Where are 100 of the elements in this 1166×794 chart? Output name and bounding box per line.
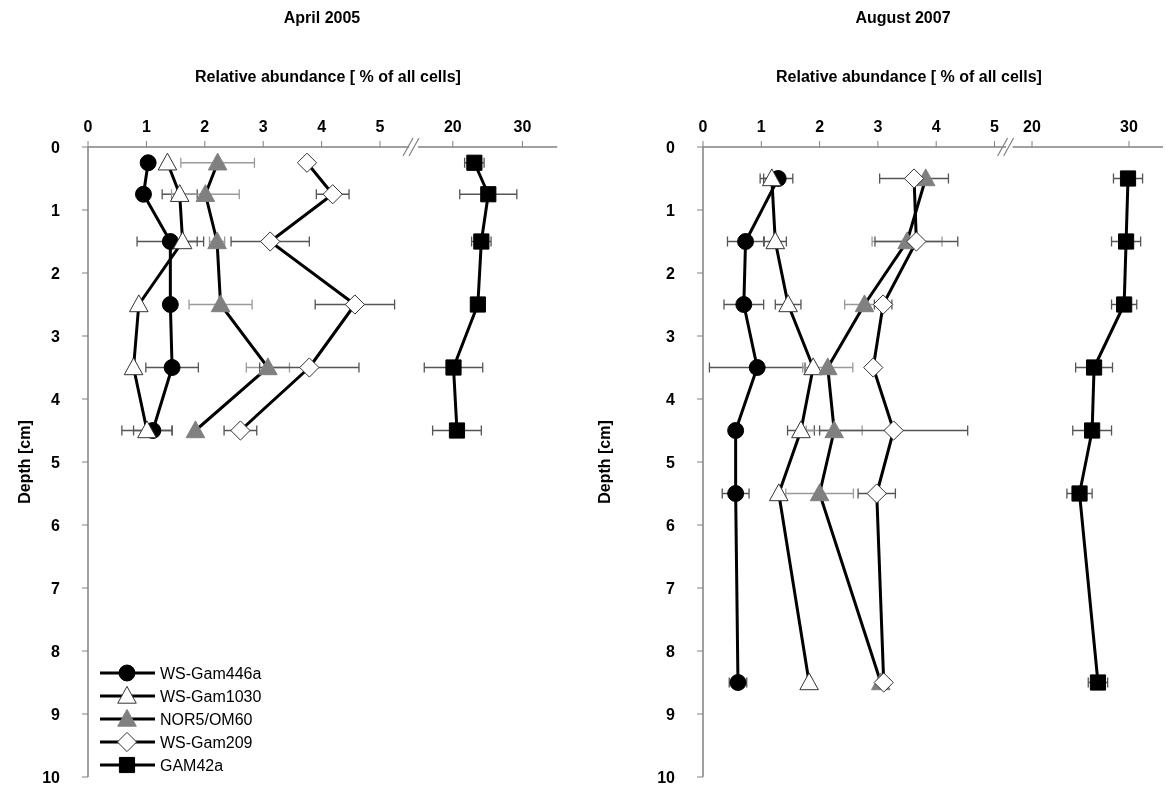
x-tick-label: 30 — [513, 118, 532, 135]
point — [135, 185, 152, 203]
legend-label: WS-Gam209 — [160, 733, 253, 751]
point — [803, 357, 823, 376]
point — [748, 359, 766, 376]
y-tick-label: 10 — [657, 768, 676, 786]
x-tick-label: 4 — [317, 118, 327, 135]
y-tick-label: 0 — [51, 138, 61, 156]
y-tick-label: 6 — [666, 516, 676, 534]
point — [163, 359, 181, 376]
x-tick-label: 0 — [83, 118, 93, 135]
point — [866, 483, 887, 504]
y-tick-label: 2 — [666, 264, 676, 282]
point — [903, 168, 925, 189]
x-tick-label: 0 — [698, 118, 708, 135]
point — [161, 296, 179, 313]
y-tick-label: 3 — [51, 327, 61, 345]
x-tick-label: 30 — [1120, 118, 1138, 135]
y-tick-label: 4 — [51, 390, 61, 408]
point — [906, 231, 927, 252]
point — [737, 233, 755, 250]
point — [735, 296, 753, 313]
point — [817, 357, 838, 376]
point — [1084, 422, 1101, 439]
x-tick-label: 2 — [200, 118, 210, 135]
point — [778, 294, 798, 313]
legend-label: WS-Gam446a — [160, 664, 262, 682]
y-tick-label: 6 — [51, 516, 61, 534]
point — [1118, 233, 1135, 250]
point — [863, 357, 884, 378]
x-tick-label: 1 — [756, 118, 766, 135]
chart-title: April 2005 — [283, 9, 361, 26]
point — [791, 420, 811, 439]
point — [448, 422, 466, 439]
point — [883, 420, 904, 441]
x-tick-label: 3 — [873, 118, 883, 135]
point — [765, 231, 786, 250]
y-tick-label: 10 — [42, 768, 61, 786]
chart-title: August 2007 — [855, 9, 951, 26]
point — [1119, 170, 1137, 187]
x-tick-label: 3 — [258, 118, 268, 135]
legend-label: GAM42a — [160, 756, 224, 774]
x-tick-label: 5 — [375, 118, 385, 135]
point — [230, 420, 251, 441]
point — [854, 294, 875, 313]
point — [137, 420, 157, 439]
point — [445, 359, 462, 376]
point — [129, 294, 149, 313]
point — [258, 357, 278, 376]
y-tick-label: 0 — [666, 138, 676, 156]
point — [322, 184, 343, 205]
x-tick-label: 20 — [1023, 118, 1041, 135]
point — [139, 154, 157, 172]
point — [1116, 296, 1133, 313]
point — [169, 184, 190, 202]
legend-label: NOR5/OM60 — [160, 710, 253, 728]
y-tick-label: 7 — [51, 579, 61, 597]
x-tick-label: 4 — [931, 118, 941, 135]
y-tick-label: 3 — [666, 327, 676, 345]
point — [185, 420, 206, 439]
y-tick-label: 4 — [666, 390, 676, 408]
point — [157, 152, 178, 171]
point — [1071, 485, 1088, 502]
point — [824, 420, 844, 439]
point — [1085, 359, 1103, 376]
point — [299, 357, 320, 378]
point — [809, 483, 830, 502]
y-tick-label: 5 — [51, 453, 61, 471]
point — [762, 168, 782, 187]
point — [207, 152, 228, 171]
y-tick-label: 5 — [666, 453, 676, 471]
y-tick-label: 8 — [666, 642, 676, 660]
x-axis-title: Relative abundance [ % of all cells] — [776, 68, 1042, 85]
y-tick-label: 1 — [51, 201, 61, 219]
y-tick-label: 9 — [51, 705, 61, 723]
point — [195, 184, 216, 202]
point — [799, 672, 819, 691]
point — [260, 231, 281, 252]
x-axis-title: Relative abundance [ % of all cells] — [195, 68, 461, 85]
y-axis-title: Depth [cm] — [16, 420, 33, 504]
y-tick-label: 7 — [666, 579, 676, 597]
y-tick-label: 9 — [666, 705, 676, 723]
point — [727, 422, 745, 439]
point — [727, 485, 745, 502]
point — [480, 186, 497, 203]
legend-label: WS-Gam1030 — [160, 687, 262, 705]
y-tick-label: 1 — [666, 201, 676, 219]
point — [344, 294, 365, 315]
point — [769, 483, 789, 502]
point — [161, 233, 179, 250]
x-tick-label: 1 — [141, 118, 151, 135]
y-tick-label: 2 — [51, 264, 61, 282]
x-tick-label: 2 — [815, 118, 825, 135]
y-tick-label: 8 — [51, 642, 61, 660]
x-tick-label: 5 — [990, 118, 1000, 135]
point — [172, 231, 193, 250]
point — [207, 231, 227, 250]
y-axis-title: Depth [cm] — [596, 420, 613, 504]
point — [210, 294, 231, 313]
point — [123, 357, 144, 376]
